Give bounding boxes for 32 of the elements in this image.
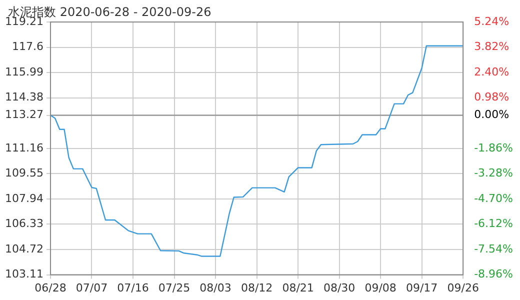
y-tick-label: 114.38: [4, 90, 44, 104]
y2-tick-label: 2.40%: [474, 65, 510, 78]
y2-tick-label: 0.98%: [474, 90, 510, 104]
y-tick-label: 106.33: [4, 217, 44, 230]
y2-tick-label: -8.96%: [474, 268, 514, 281]
x-tick-label: 07/07: [76, 281, 108, 294]
x-tick-label: 07/25: [158, 281, 190, 294]
y-tick-label: 109.55: [4, 166, 44, 180]
y-tick-label: 103.11: [4, 268, 44, 281]
y-tick-label: 113.27: [4, 108, 44, 122]
y-tick-label: 111.16: [4, 141, 44, 154]
y-tick-label: 115.99: [4, 65, 44, 78]
x-tick-label: 07/16: [117, 281, 149, 294]
x-tick-label: 08/30: [323, 281, 356, 294]
y-tick-label: 104.72: [4, 242, 44, 256]
y-tick-label: 117.6: [12, 40, 44, 54]
x-tick-label: 09/08: [364, 281, 396, 294]
y2-tick-label: 0.00%: [474, 108, 510, 122]
x-tick-label: 08/21: [282, 281, 314, 294]
x-tick-label: 06/28: [34, 281, 66, 294]
y2-tick-label: -1.86%: [474, 141, 514, 154]
y2-tick-label: -3.28%: [474, 166, 514, 180]
y-tick-label: 107.94: [4, 192, 44, 205]
y2-tick-label: -4.70%: [474, 192, 514, 205]
x-tick-label: 09/26: [447, 281, 479, 294]
y2-tick-label: -7.54%: [474, 242, 514, 256]
y2-tick-label: 3.82%: [474, 40, 510, 54]
x-tick-label: 08/03: [200, 281, 232, 294]
y2-tick-label: 5.24%: [474, 14, 510, 28]
x-tick-label: 09/17: [406, 281, 438, 294]
y2-tick-label: -6.12%: [474, 217, 514, 230]
x-tick-label: 08/12: [240, 281, 273, 294]
